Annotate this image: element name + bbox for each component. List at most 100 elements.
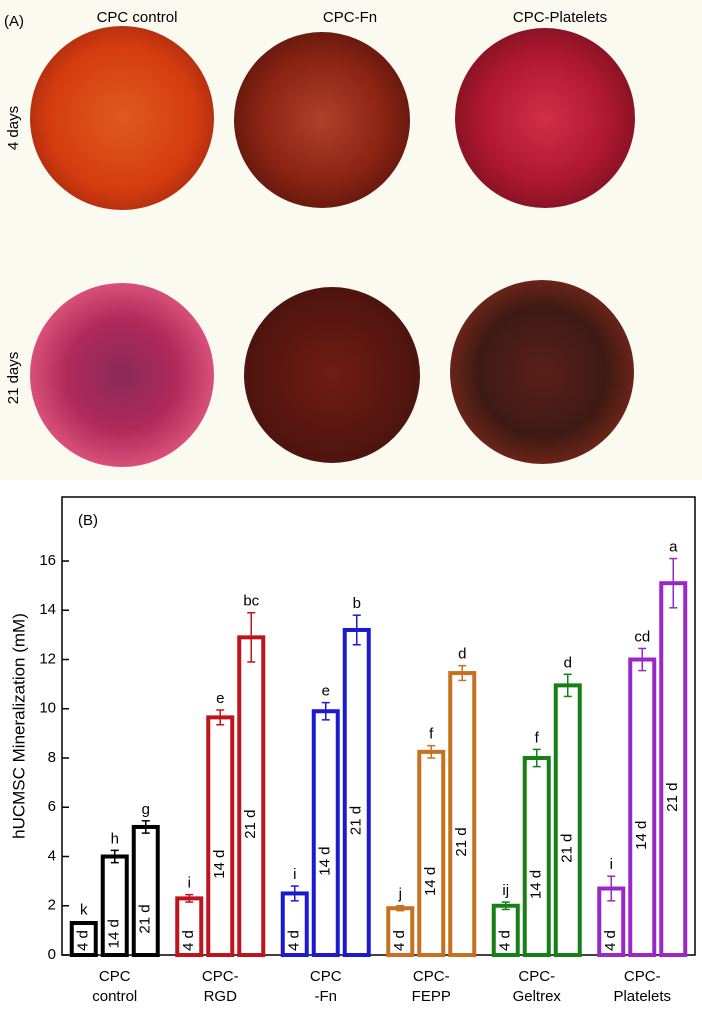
bar-label: 14 d bbox=[422, 867, 439, 896]
x-tick-label: control bbox=[92, 988, 137, 1005]
error-bar bbox=[141, 820, 150, 834]
bar bbox=[417, 749, 446, 958]
sample-photo bbox=[450, 280, 634, 464]
bar-label: 4 d bbox=[286, 930, 303, 951]
significance-letter: e bbox=[322, 683, 330, 700]
y-tick-label: 14 bbox=[39, 601, 56, 618]
error-bar bbox=[290, 885, 299, 902]
significance-letter: cd bbox=[634, 628, 650, 645]
error-bar bbox=[607, 875, 616, 902]
x-tick-label: CPC- bbox=[413, 968, 450, 985]
x-tick-label: FEPP bbox=[412, 988, 451, 1005]
bar-label: 4 d bbox=[602, 930, 619, 951]
bar bbox=[237, 635, 266, 958]
x-tick-label: CPC bbox=[310, 968, 342, 985]
bar bbox=[553, 683, 582, 957]
bar bbox=[69, 920, 98, 958]
y-tick-label: 0 bbox=[48, 946, 56, 963]
bar-label: 14 d bbox=[528, 870, 545, 899]
x-tick-label: RGD bbox=[204, 988, 238, 1005]
bar-label: 14 d bbox=[106, 919, 123, 948]
x-tick-label: CPC- bbox=[202, 968, 239, 985]
x-tick-label: -Fn bbox=[315, 988, 338, 1005]
row-label: 21 days bbox=[5, 352, 22, 405]
bar bbox=[522, 756, 551, 957]
bar bbox=[628, 657, 657, 957]
column-label: CPC control bbox=[97, 9, 178, 26]
bar-label: 21 d bbox=[453, 827, 470, 856]
significance-letter: a bbox=[669, 539, 678, 556]
significance-letter: f bbox=[535, 729, 540, 746]
bar-label: 4 d bbox=[391, 930, 408, 951]
bar-label: 14 d bbox=[317, 847, 334, 876]
significance-letter: ij bbox=[502, 882, 509, 899]
significance-letter: j bbox=[398, 886, 402, 903]
bar-label: 21 d bbox=[348, 806, 365, 835]
y-tick-label: 6 bbox=[48, 798, 56, 815]
significance-letter: f bbox=[429, 726, 434, 743]
significance-letter: k bbox=[80, 902, 88, 919]
bar-label: 14 d bbox=[633, 821, 650, 850]
bar-label: 4 d bbox=[497, 930, 514, 951]
significance-letter: bc bbox=[243, 593, 259, 610]
significance-letter: i bbox=[188, 875, 191, 892]
error-bar bbox=[216, 709, 225, 726]
error-bar bbox=[563, 673, 572, 698]
bar-label: 21 d bbox=[664, 782, 681, 811]
x-tick-label: CPC- bbox=[624, 968, 661, 985]
column-label: CPC-Fn bbox=[323, 9, 377, 26]
error-bar bbox=[352, 614, 361, 646]
panel-label: (A) bbox=[4, 13, 24, 30]
bar-label: 21 d bbox=[242, 810, 259, 839]
error-bar bbox=[396, 905, 405, 912]
error-bar bbox=[247, 611, 256, 663]
error-bar bbox=[532, 748, 541, 768]
significance-letter: e bbox=[216, 690, 224, 707]
error-bar bbox=[427, 744, 436, 759]
y-axis-label: hUCMSC Mineralization (mM) bbox=[9, 613, 28, 839]
y-tick-label: 4 bbox=[48, 847, 56, 864]
bar bbox=[491, 903, 520, 957]
significance-letter: b bbox=[353, 595, 361, 612]
bar bbox=[131, 824, 160, 957]
x-tick-label: CPC bbox=[99, 968, 131, 985]
significance-letter: d bbox=[458, 646, 466, 663]
plot-frame bbox=[61, 496, 696, 956]
row-label: 4 days bbox=[5, 106, 22, 150]
column-label: CPC-Platelets bbox=[513, 9, 607, 26]
x-tick-label: Geltrex bbox=[513, 988, 562, 1005]
bar bbox=[659, 581, 688, 957]
bar-label: 21 d bbox=[559, 834, 576, 863]
error-bar bbox=[458, 664, 467, 682]
bar-label: 14 d bbox=[211, 850, 228, 879]
bar bbox=[206, 715, 235, 957]
bar-label: 4 d bbox=[75, 930, 92, 951]
error-bar bbox=[501, 901, 510, 911]
error-bar bbox=[79, 921, 88, 925]
y-tick-label: 2 bbox=[48, 897, 56, 914]
bar-label: 4 d bbox=[180, 930, 197, 951]
error-bar bbox=[185, 893, 194, 903]
significance-letter: d bbox=[564, 654, 572, 671]
x-tick-label: CPC- bbox=[518, 968, 555, 985]
significance-letter: g bbox=[142, 801, 150, 818]
sample-photo bbox=[234, 32, 410, 208]
bar bbox=[280, 891, 309, 957]
significance-letter: h bbox=[111, 830, 119, 847]
bar bbox=[342, 627, 371, 957]
bar bbox=[386, 906, 415, 957]
significance-letter: i bbox=[610, 856, 613, 873]
significance-letter: i bbox=[293, 866, 296, 883]
bar bbox=[448, 671, 477, 957]
sample-photo bbox=[30, 283, 214, 467]
sample-photo bbox=[244, 287, 420, 463]
y-tick-label: 8 bbox=[48, 749, 56, 766]
x-tick-label: Platelets bbox=[613, 988, 671, 1005]
error-bar bbox=[110, 849, 119, 864]
y-tick-label: 12 bbox=[39, 650, 56, 667]
bar bbox=[311, 709, 340, 958]
error-bar bbox=[638, 647, 647, 672]
panel-label: (B) bbox=[78, 512, 98, 529]
sample-photo bbox=[30, 26, 214, 210]
